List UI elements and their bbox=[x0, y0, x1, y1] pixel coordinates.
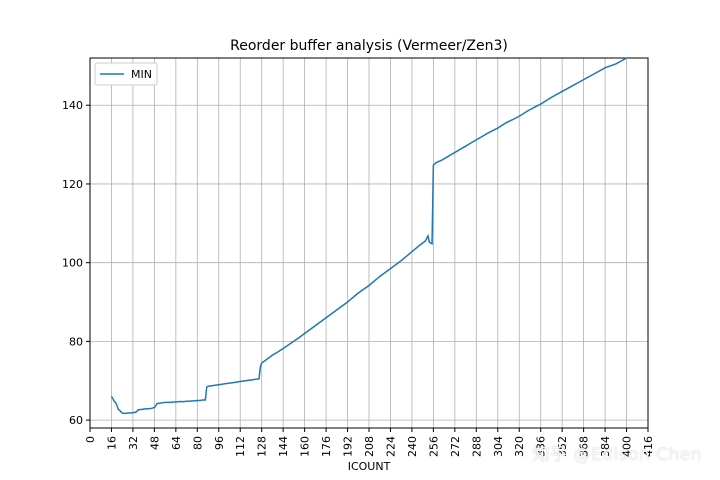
x-axis-label: ICOUNT bbox=[348, 460, 391, 473]
x-tick-label: 48 bbox=[148, 436, 161, 450]
x-tick-label: 160 bbox=[299, 436, 312, 457]
x-tick-label: 224 bbox=[384, 436, 397, 457]
y-axis-ticks: 60 80 100 120 140 bbox=[62, 99, 90, 427]
x-tick-label: 272 bbox=[449, 436, 462, 457]
x-tick-label: 352 bbox=[556, 436, 569, 457]
y-tick-label: 80 bbox=[69, 335, 83, 348]
x-axis-ticks: 0 16 32 48 64 80 96 112 128 144 160 176 192 208 224 240… bbox=[84, 428, 655, 457]
legend-label-min: MIN bbox=[131, 68, 152, 81]
chart-title: Reorder buffer analysis (Vermeer/Zen3) bbox=[230, 38, 508, 54]
y-tick-label: 60 bbox=[69, 414, 83, 427]
y-tick-label: 120 bbox=[62, 178, 83, 191]
x-tick-label: 80 bbox=[191, 436, 204, 450]
x-tick-label: 320 bbox=[513, 436, 526, 457]
x-tick-label: 384 bbox=[599, 436, 612, 457]
y-tick-label: 140 bbox=[62, 99, 83, 112]
x-tick-label: 192 bbox=[342, 436, 355, 457]
x-tick-label: 256 bbox=[427, 436, 440, 457]
y-tick-label: 100 bbox=[62, 257, 83, 270]
x-tick-label: 0 bbox=[84, 436, 97, 443]
x-tick-label: 368 bbox=[578, 436, 591, 457]
x-tick-label: 288 bbox=[470, 436, 483, 457]
x-tick-label: 304 bbox=[492, 436, 505, 457]
x-tick-label: 112 bbox=[234, 436, 247, 457]
x-tick-label: 336 bbox=[535, 436, 548, 457]
legend-box bbox=[94, 62, 158, 86]
x-tick-label: 32 bbox=[127, 436, 140, 450]
x-tick-label: 96 bbox=[213, 436, 226, 450]
x-tick-label: 128 bbox=[256, 436, 269, 457]
x-tick-label: 400 bbox=[621, 436, 634, 457]
series-line-min bbox=[110, 57, 627, 415]
x-tick-label: 144 bbox=[277, 436, 290, 457]
x-tick-label: 416 bbox=[642, 436, 655, 457]
x-tick-label: 16 bbox=[105, 436, 118, 450]
grid bbox=[89, 58, 649, 428]
x-tick-label: 240 bbox=[406, 436, 419, 457]
watermark-text: 知乎 @Edison Chen bbox=[532, 445, 702, 465]
x-tick-label: 64 bbox=[170, 436, 183, 450]
legend: MIN bbox=[94, 62, 158, 86]
x-tick-label: 176 bbox=[320, 436, 333, 457]
x-tick-label: 208 bbox=[363, 436, 376, 457]
